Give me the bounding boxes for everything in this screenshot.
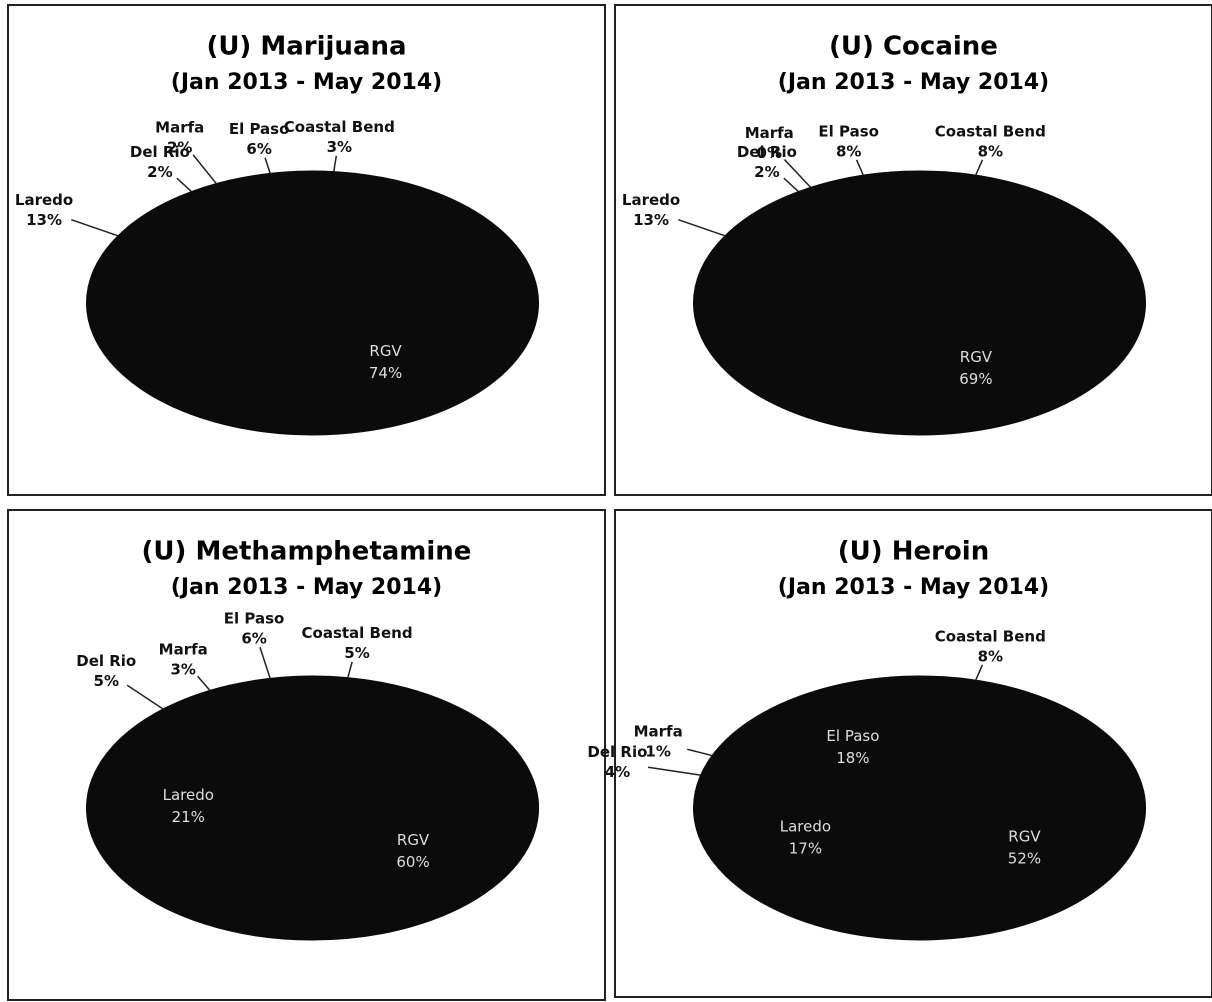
- chart-subtitle: (Jan 2013 - May 2014): [778, 575, 1049, 600]
- pie-slice: [86, 172, 539, 436]
- leader-line: [71, 218, 119, 237]
- slice-label: Laredo: [622, 191, 680, 209]
- leader-line: [192, 154, 217, 185]
- slice-label: El Paso: [818, 122, 879, 140]
- leader-line: [975, 664, 984, 681]
- pie-slice: [919, 675, 1030, 810]
- slice-value: 4%: [605, 763, 630, 781]
- leader-line: [347, 661, 353, 678]
- pie-slice: [693, 790, 921, 916]
- slice-label: Marfa: [745, 124, 794, 142]
- slice-label: Del Rio: [737, 143, 797, 161]
- leader-line: [647, 766, 701, 776]
- slice-value: 6%: [246, 140, 271, 158]
- chart-title: (U) Cocaine: [829, 32, 998, 62]
- slice-label: Coastal Bend: [935, 122, 1046, 140]
- slice-value: 18%: [836, 749, 869, 767]
- slice-value: 5%: [344, 644, 369, 662]
- slice-label: Del Rio: [587, 743, 647, 761]
- slice-value: 2%: [754, 163, 779, 181]
- slice-label: El Paso: [826, 727, 879, 745]
- slice-value: 3%: [327, 138, 352, 156]
- pie-slice: [919, 170, 1030, 305]
- slice-value: 5%: [94, 672, 119, 690]
- slice-label: Laredo: [163, 786, 214, 804]
- leader-line: [855, 159, 864, 176]
- slice-value: 13%: [26, 211, 62, 229]
- slice-value: 13%: [633, 211, 669, 229]
- slice-label: Laredo: [780, 817, 831, 835]
- leader-line: [783, 177, 799, 193]
- slice-value: 1%: [645, 742, 670, 760]
- slice-value: 6%: [241, 630, 266, 648]
- pie-slice: [693, 186, 1146, 436]
- slice-value: 21%: [172, 808, 205, 826]
- slice-label: RGV: [1008, 827, 1041, 845]
- leader-line: [264, 157, 271, 174]
- leader-line: [197, 675, 211, 691]
- pie-slice: [694, 195, 922, 304]
- slice-label: El Paso: [229, 120, 290, 138]
- slice-value: 60%: [396, 853, 429, 871]
- slice-label: Marfa: [634, 722, 683, 740]
- chart-title: (U) Marijuana: [206, 32, 406, 62]
- slice-value: 2%: [167, 139, 192, 157]
- slice-label: Coastal Bend: [935, 627, 1046, 645]
- slice-label: Marfa: [155, 119, 204, 137]
- leader-line: [176, 177, 192, 193]
- slice-label: RGV: [960, 348, 993, 366]
- leader-line: [259, 646, 271, 679]
- slice-value: 69%: [959, 370, 992, 388]
- slice-label: RGV: [397, 831, 430, 849]
- slice-value: 8%: [978, 647, 1003, 665]
- pie-slice: [86, 723, 314, 887]
- leader-line: [783, 159, 812, 188]
- pie-slice: [228, 675, 313, 810]
- pie-slice: [785, 691, 1146, 941]
- slice-label: Marfa: [159, 640, 208, 658]
- leader-line: [975, 159, 984, 176]
- slice-value: 0%: [757, 144, 782, 162]
- slice-value: 8%: [978, 142, 1003, 160]
- pie-slice: [228, 170, 313, 305]
- pie-slice: [714, 675, 920, 809]
- leader-line: [678, 218, 726, 237]
- slice-value: 3%: [170, 660, 195, 678]
- slice-label: Coastal Bend: [302, 624, 413, 642]
- slice-label: El Paso: [224, 610, 285, 628]
- leader-line: [687, 748, 713, 757]
- slice-value: 2%: [147, 163, 172, 181]
- chart-panel: (U) Heroin (Jan 2013 - May 2014) Coastal B…: [587, 509, 1212, 998]
- chart-subtitle: (Jan 2013 - May 2014): [171, 70, 442, 95]
- chart-title: (U) Methamphetamine: [142, 537, 472, 567]
- chart-subtitle: (Jan 2013 - May 2014): [171, 575, 442, 600]
- slice-label: RGV: [369, 342, 402, 360]
- leader-line: [126, 684, 164, 710]
- leader-line: [333, 155, 338, 172]
- pie-slice: [128, 681, 539, 941]
- slice-label: Laredo: [15, 191, 73, 209]
- pie-slice: [87, 195, 315, 304]
- chart-panel: (U) Cocaine (Jan 2013 - May 2014) Coastal …: [614, 4, 1212, 496]
- slice-value: 17%: [789, 839, 822, 857]
- chart-subtitle: (Jan 2013 - May 2014): [778, 70, 1049, 95]
- chart-panel: (U) Methamphetamine (Jan 2013 - May 2014)…: [7, 509, 606, 1001]
- slice-label: Del Rio: [130, 143, 190, 161]
- slice-value: 74%: [369, 364, 402, 382]
- chart-title: (U) Heroin: [838, 537, 989, 567]
- pie-slice: [809, 170, 920, 305]
- slice-label: Coastal Bend: [284, 118, 395, 136]
- slice-label: Del Rio: [76, 652, 136, 670]
- slice-value: 52%: [1008, 849, 1041, 867]
- slice-value: 8%: [836, 142, 861, 160]
- chart-panel: (U) Marijuana (Jan 2013 - May 2014) Coasta…: [7, 4, 606, 496]
